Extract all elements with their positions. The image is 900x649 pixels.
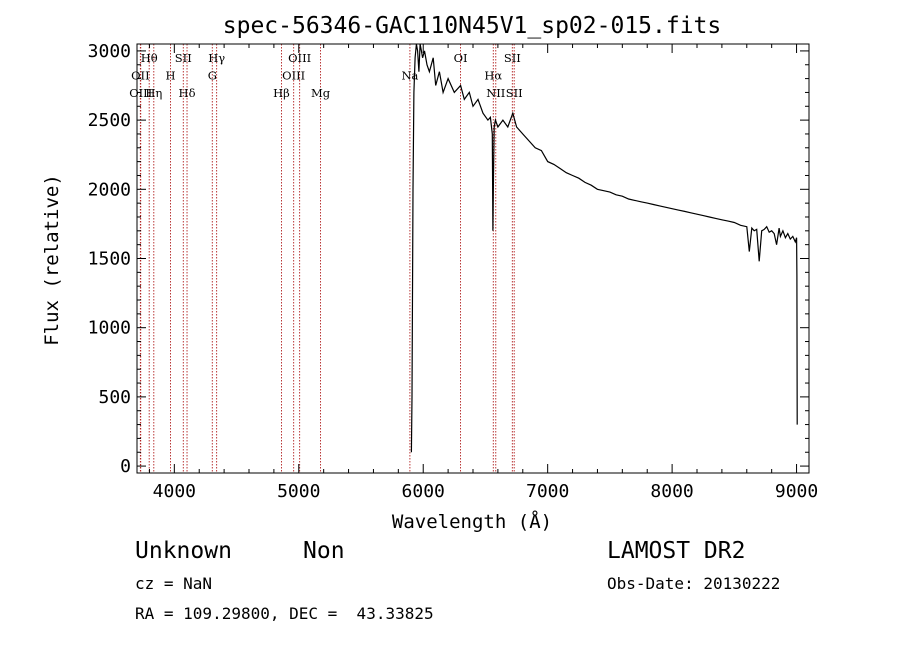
y-axis-ticks: 0 500 1000 1500 2000 2500 3000 bbox=[88, 41, 809, 477]
line-label-2: OIII bbox=[129, 86, 152, 100]
line-label-6: Hδ bbox=[179, 86, 196, 100]
line-label-13: Na bbox=[401, 69, 418, 83]
line-label-17: SII bbox=[504, 51, 521, 65]
emission-line-markers bbox=[139, 44, 515, 473]
x-tick-label-1: 5000 bbox=[277, 481, 320, 502]
line-label-5: SII bbox=[175, 51, 192, 65]
plot-frame bbox=[136, 43, 810, 474]
x-tick-label-4: 8000 bbox=[650, 481, 693, 502]
line-label-11: OIII bbox=[288, 51, 311, 65]
line-label-0: Hθ bbox=[141, 51, 158, 65]
observation-date: Obs-Date: 20130222 bbox=[607, 574, 781, 593]
y-tick-label-6: 3000 bbox=[88, 41, 131, 62]
y-axis-label: Flux (relative) bbox=[41, 174, 63, 346]
redshift-cz: cz = NaN bbox=[135, 574, 213, 593]
x-axis-ticks: 4000 5000 6000 7000 8000 9000 bbox=[148, 44, 818, 502]
line-label-9: Hβ bbox=[273, 86, 290, 100]
survey-name: LAMOST DR2 bbox=[607, 538, 746, 564]
x-tick-label-3: 7000 bbox=[526, 481, 569, 502]
y-tick-label-0: 0 bbox=[120, 456, 131, 477]
line-label-15: Hα bbox=[484, 69, 502, 83]
y-tick-label-1: 500 bbox=[98, 387, 131, 408]
line-label-18: SII bbox=[506, 86, 523, 100]
chart-title: spec-56346-GAC110N45V1_sp02-015.fits bbox=[223, 13, 722, 39]
spectrum-line bbox=[410, 43, 798, 453]
line-label-14: OI bbox=[454, 51, 468, 65]
x-tick-label-5: 9000 bbox=[775, 481, 818, 502]
emission-line-labels: HθOIIOIIIHηHSIIHδHγGHβOIIIOIIIMgNaOIHαNI… bbox=[129, 51, 522, 100]
y-tick-label-5: 2500 bbox=[88, 110, 131, 131]
line-label-12: Mg bbox=[311, 86, 331, 100]
y-tick-label-2: 1000 bbox=[88, 318, 131, 339]
x-tick-label-0: 4000 bbox=[153, 481, 196, 502]
x-axis-label: Wavelength (Å) bbox=[392, 510, 552, 533]
line-label-3: Hη bbox=[145, 86, 162, 100]
y-tick-label-4: 2000 bbox=[88, 179, 131, 200]
line-label-4: H bbox=[165, 69, 175, 83]
line-label-7: Hγ bbox=[208, 51, 225, 65]
coordinates: RA = 109.29800, DEC = 43.33825 bbox=[135, 604, 434, 623]
line-label-10: OIII bbox=[282, 69, 305, 83]
x-tick-label-2: 6000 bbox=[402, 481, 445, 502]
y-tick-label-3: 1500 bbox=[88, 249, 131, 270]
line-label-1: OII bbox=[131, 69, 150, 83]
object-subclass: Non bbox=[303, 538, 345, 564]
line-label-16: NII bbox=[486, 86, 505, 100]
line-label-8: G bbox=[208, 69, 217, 83]
object-class: Unknown bbox=[135, 538, 232, 564]
